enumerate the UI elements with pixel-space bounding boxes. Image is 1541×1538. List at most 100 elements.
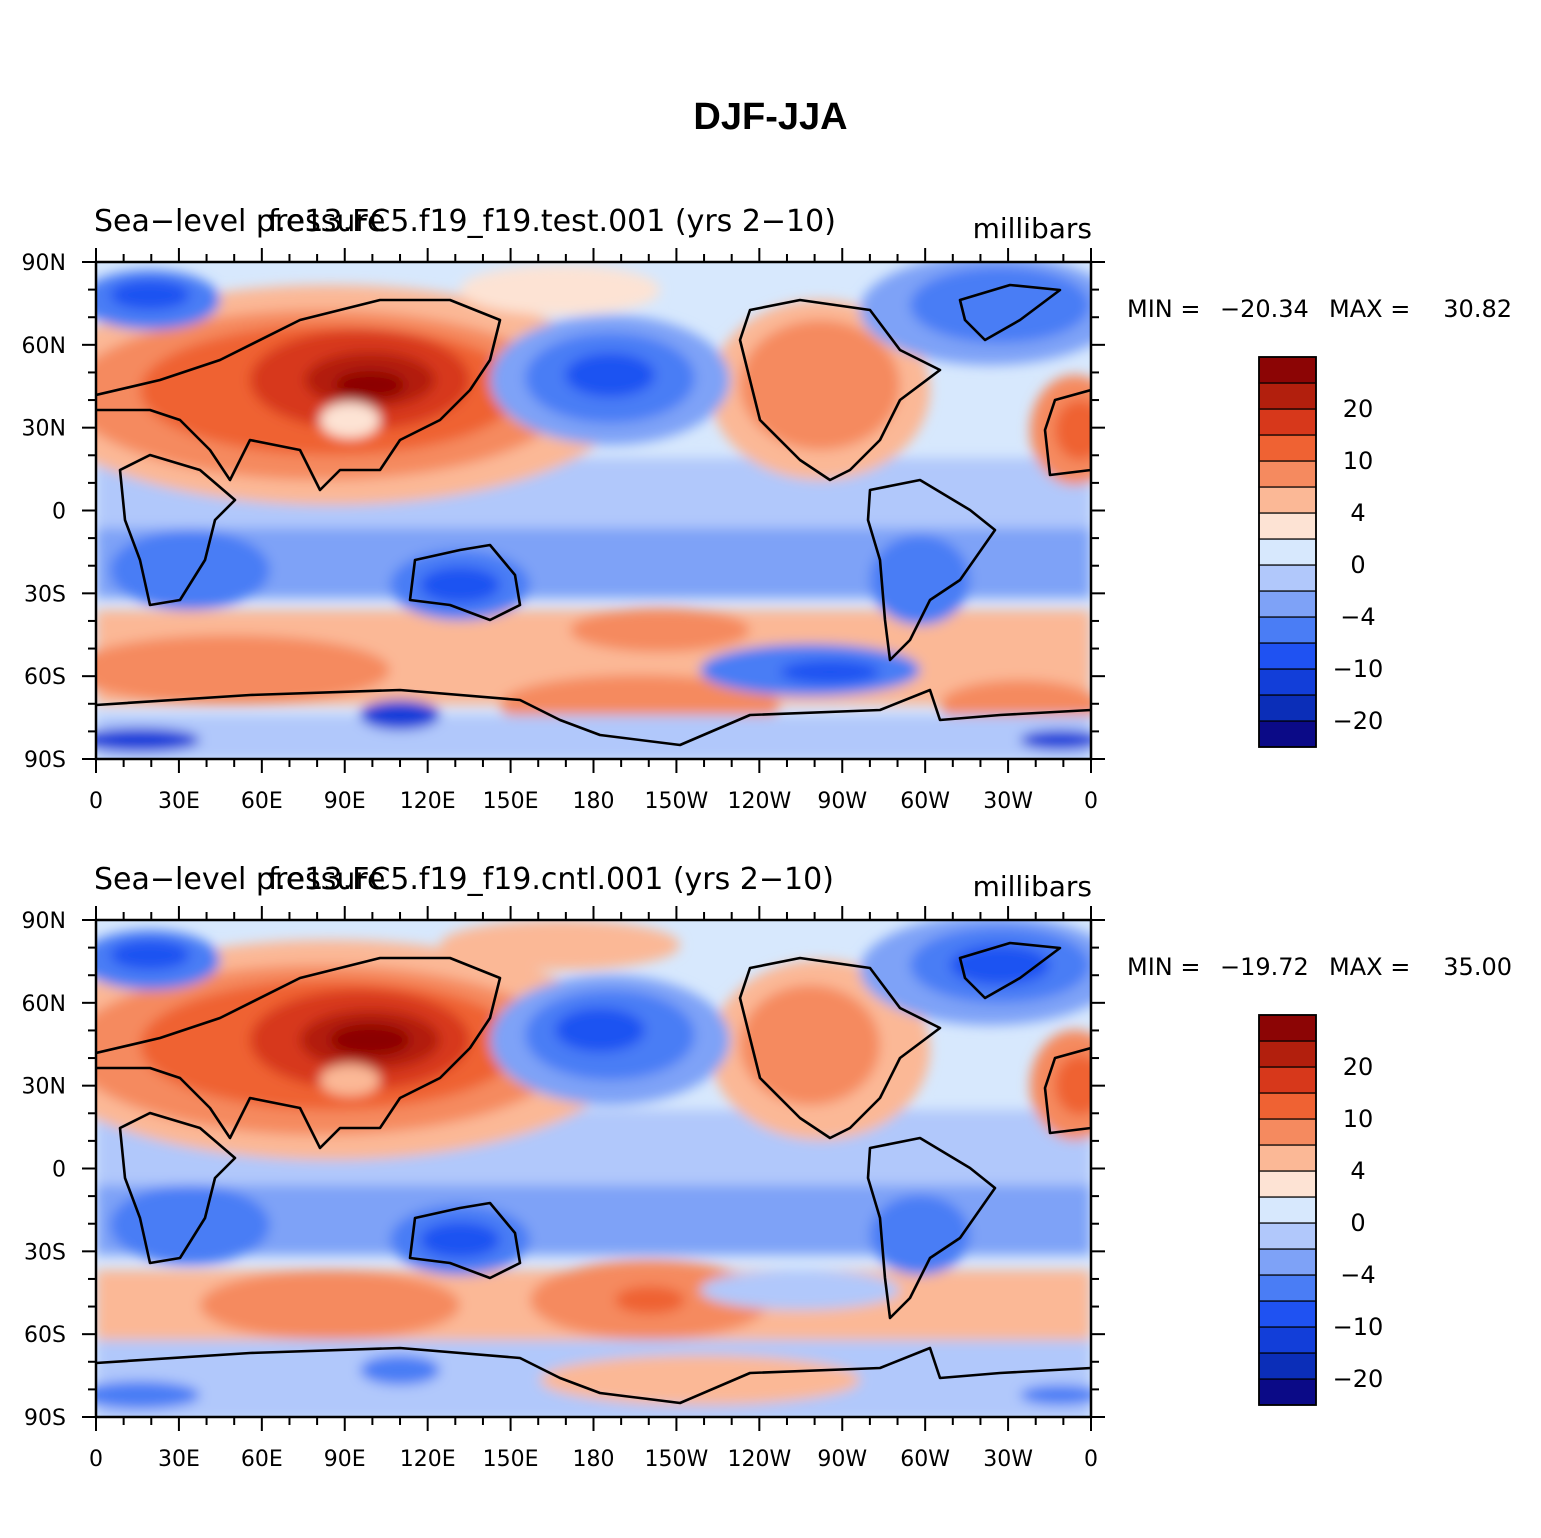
x-tick-label: 120E xyxy=(400,1447,456,1472)
x-tick-label: 180 xyxy=(573,1447,615,1472)
axes: 0 30E 60E 90E 120E 150E 180 150W 120W 90W 60W 30W 09… xyxy=(22,906,1105,1472)
x-tick-label: 30W xyxy=(983,789,1033,814)
colorbar-label: 0 xyxy=(1350,1209,1365,1237)
x-tick-label: 120W xyxy=(727,1447,791,1472)
stats-min-label: MIN = xyxy=(1127,295,1208,323)
colorbar-label: 0 xyxy=(1350,551,1365,579)
colorbar-swatch xyxy=(1258,460,1317,488)
x-tick-label: 120E xyxy=(400,789,456,814)
colorbar-swatch xyxy=(1258,1144,1317,1172)
y-tick-label: 60S xyxy=(24,1323,66,1348)
y-tick-label: 30N xyxy=(22,417,66,442)
colorbar-swatch xyxy=(1258,694,1317,722)
colorbar-swatch xyxy=(1258,356,1317,384)
colorbar-swatch xyxy=(1258,1170,1317,1198)
colorbar-swatch xyxy=(1258,1352,1317,1380)
y-tick-label: 0 xyxy=(52,500,66,525)
y-tick-label: 60N xyxy=(22,992,66,1017)
colorbar-label: −20 xyxy=(1333,1365,1384,1393)
y-tick-label: 30S xyxy=(24,1240,66,1265)
x-tick-label: 60E xyxy=(241,789,283,814)
x-tick-label: 0 xyxy=(1084,789,1098,814)
colorbar-swatch xyxy=(1258,486,1317,514)
x-tick-label: 120W xyxy=(727,789,791,814)
colorbar-swatch xyxy=(1258,1326,1317,1354)
colorbar-swatch xyxy=(1258,408,1317,436)
colorbar-frame xyxy=(1258,356,1317,748)
panel-left-title: Sea−level pressure xyxy=(94,862,385,897)
x-tick-label: 150E xyxy=(483,1447,539,1472)
colorbar-label: 4 xyxy=(1350,499,1365,527)
x-tick-label: 0 xyxy=(89,789,103,814)
stats-max-value: 30.82 xyxy=(1443,295,1512,323)
colorbar-swatch xyxy=(1258,434,1317,462)
y-tick-label: 0 xyxy=(52,1158,66,1183)
x-tick-label: 150E xyxy=(483,789,539,814)
colorbar-swatch xyxy=(1258,590,1317,618)
panel-center-title: f.e13.FC5.f19_f19.cntl.001 (yrs 2−10) xyxy=(268,862,834,897)
x-tick-label: 90E xyxy=(324,789,366,814)
x-tick-label: 30E xyxy=(158,1447,200,1472)
colorbar-swatch xyxy=(1258,720,1317,748)
colorbar-label: 20 xyxy=(1343,395,1374,423)
x-tick-label: 180 xyxy=(573,789,615,814)
colorbar-label: 10 xyxy=(1343,1105,1374,1133)
x-tick-label: 0 xyxy=(1084,1447,1098,1472)
colorbar-swatch xyxy=(1258,1066,1317,1094)
colorbar-label: 4 xyxy=(1350,1157,1365,1185)
stats-min-value: −19.72 xyxy=(1220,953,1309,981)
colorbar-label: −10 xyxy=(1333,1313,1384,1341)
x-tick-label: 0 xyxy=(89,1447,103,1472)
colorbar: 20 10 4 0 −4 −10 −20 xyxy=(1258,356,1384,748)
colorbar-swatch xyxy=(1258,538,1317,566)
y-tick-label: 30N xyxy=(22,1075,66,1100)
colorbar-label: −20 xyxy=(1333,707,1384,735)
y-tick-label: 90N xyxy=(22,251,66,276)
colorbar-swatch xyxy=(1258,616,1317,644)
x-tick-label: 90W xyxy=(817,789,867,814)
x-tick-label: 150W xyxy=(645,1447,709,1472)
y-tick-label: 90S xyxy=(24,748,66,773)
panel-units: millibars xyxy=(973,212,1092,245)
sea-level-pressure-map xyxy=(96,920,1091,1417)
x-tick-label: 60E xyxy=(241,1447,283,1472)
colorbar-swatch xyxy=(1258,1092,1317,1120)
y-tick-label: 30S xyxy=(24,582,66,607)
x-tick-label: 60W xyxy=(900,789,950,814)
y-tick-label: 90S xyxy=(24,1406,66,1431)
x-tick-label: 150W xyxy=(645,789,709,814)
colorbar-swatch xyxy=(1258,668,1317,696)
stats-min-value: −20.34 xyxy=(1220,295,1309,323)
colorbar-swatch xyxy=(1258,1222,1317,1250)
colorbar-swatch xyxy=(1258,1040,1317,1068)
colorbar-swatch xyxy=(1258,512,1317,540)
stats-max-label: MAX = xyxy=(1329,953,1418,981)
colorbar: 20 10 4 0 −4 −10 −20 xyxy=(1258,1014,1384,1406)
colorbar-swatch xyxy=(1258,1248,1317,1276)
stats-min-label: MIN = xyxy=(1127,953,1208,981)
colorbar-swatch xyxy=(1258,1118,1317,1146)
colorbar-label: 20 xyxy=(1343,1053,1374,1081)
panel-test: Sea−level pressure f.e13.FC5.f19_f19.tes… xyxy=(22,204,1512,814)
colorbar-swatch xyxy=(1258,1274,1317,1302)
x-tick-label: 90E xyxy=(324,1447,366,1472)
colorbar-frame xyxy=(1258,1014,1317,1406)
y-tick-label: 60N xyxy=(22,334,66,359)
colorbar-swatch xyxy=(1258,1378,1317,1406)
stats-max-label: MAX = xyxy=(1329,295,1418,323)
colorbar-swatch xyxy=(1258,1300,1317,1328)
stats-max-value: 35.00 xyxy=(1443,953,1512,981)
colorbar-label: 10 xyxy=(1343,447,1374,475)
x-tick-label: 30W xyxy=(983,1447,1033,1472)
colorbar-swatch xyxy=(1258,382,1317,410)
x-tick-label: 60W xyxy=(900,1447,950,1472)
x-tick-label: 30E xyxy=(158,789,200,814)
y-tick-label: 90N xyxy=(22,909,66,934)
colorbar-label: −4 xyxy=(1340,603,1375,631)
y-tick-label: 60S xyxy=(24,665,66,690)
figure-title: DJF-JJA xyxy=(693,96,848,138)
x-tick-label: 90W xyxy=(817,1447,867,1472)
colorbar-swatch xyxy=(1258,564,1317,592)
panel-cntl: Sea−level pressure f.e13.FC5.f19_f19.cnt… xyxy=(22,862,1512,1472)
panel-center-title: f.e13.FC5.f19_f19.test.001 (yrs 2−10) xyxy=(268,204,836,239)
